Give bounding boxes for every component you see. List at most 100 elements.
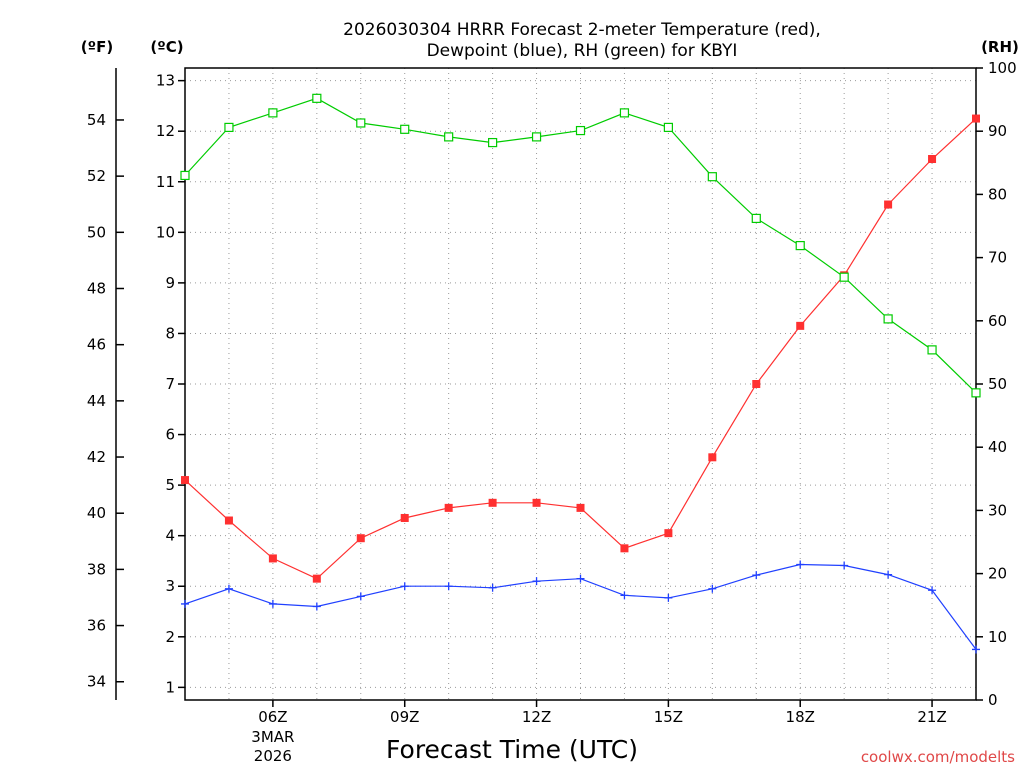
rh-point xyxy=(356,118,366,128)
temperature-point xyxy=(224,516,233,525)
dewpoint-point xyxy=(840,561,849,570)
rh-point xyxy=(619,108,630,118)
celsius-tick-label: 13 xyxy=(156,72,175,90)
credit-label: coolwx.com/modelts xyxy=(861,748,1015,766)
fahrenheit-unit-label: (ºF) xyxy=(81,38,113,56)
rh-tick-label: 10 xyxy=(988,628,1007,646)
celsius-tick-label: 9 xyxy=(165,274,175,292)
fahrenheit-tick-label: 38 xyxy=(87,560,106,578)
temperature-point xyxy=(620,544,629,553)
rh-point xyxy=(268,108,278,118)
rh-point xyxy=(795,240,805,251)
temperature-point xyxy=(181,476,189,485)
series-dewpoint xyxy=(181,560,980,654)
temperature-point xyxy=(576,503,585,512)
celsius-tick-label: 5 xyxy=(165,476,175,494)
dewpoint-point xyxy=(400,582,409,591)
time-tick-date-label: 3MAR xyxy=(251,728,294,746)
dewpoint-point xyxy=(620,591,629,600)
time-tick-label: 06Z xyxy=(258,708,287,726)
fahrenheit-tick-label: 54 xyxy=(87,111,106,129)
temperature-point xyxy=(752,380,761,388)
rh-tick-label: 40 xyxy=(988,438,1007,456)
temperature-point xyxy=(708,453,717,462)
celsius-tick-label: 2 xyxy=(165,628,175,646)
celsius-tick-label: 11 xyxy=(156,173,175,191)
celsius-tick-label: 1 xyxy=(165,678,175,696)
fahrenheit-tick-label: 40 xyxy=(87,504,106,522)
rh-tick-label: 20 xyxy=(988,565,1007,583)
x-axis-title: Forecast Time (UTC) xyxy=(386,735,638,764)
fahrenheit-axis-ticks: 34 36 38 40 42 44 46 48 50 52 54 xyxy=(87,111,124,691)
celsius-tick-label: 8 xyxy=(165,324,175,342)
celsius-tick-label: 7 xyxy=(165,375,175,393)
temperature-point xyxy=(400,513,409,522)
fahrenheit-tick-label: 36 xyxy=(87,617,106,635)
dewpoint-point xyxy=(972,645,980,654)
rh-tick-label: 60 xyxy=(988,312,1007,330)
rh-tick-label: 100 xyxy=(988,59,1017,77)
dewpoint-point xyxy=(576,574,585,583)
dewpoint-point xyxy=(444,582,453,591)
temperature-point xyxy=(532,498,541,507)
rh-tick-label: 70 xyxy=(988,249,1007,267)
rh-point xyxy=(180,170,190,181)
rh-point xyxy=(971,388,981,398)
rh-point xyxy=(839,272,849,282)
rh-point xyxy=(400,124,410,134)
celsius-tick-label: 4 xyxy=(165,527,175,545)
rh-point xyxy=(444,132,454,142)
fahrenheit-tick-label: 52 xyxy=(87,167,106,185)
time-tick-label: 09Z xyxy=(390,708,419,726)
rh-tick-label: 0 xyxy=(988,691,998,709)
rh-point xyxy=(927,345,937,355)
time-tick-label: 12Z xyxy=(522,708,551,726)
time-tick-label: 15Z xyxy=(654,708,683,726)
temperature-point xyxy=(488,498,497,507)
dewpoint-point xyxy=(664,593,673,602)
fahrenheit-tick-label: 46 xyxy=(87,336,106,354)
temperature-point xyxy=(268,554,277,563)
temperature-point xyxy=(356,534,365,543)
dewpoint-point xyxy=(488,583,497,592)
temperature-point xyxy=(884,200,893,209)
dewpoint-point xyxy=(224,584,233,593)
rh-point xyxy=(883,314,893,324)
rh-tick-label: 80 xyxy=(988,185,1007,203)
fahrenheit-tick-label: 48 xyxy=(87,279,106,297)
temperature-point xyxy=(928,155,937,164)
celsius-tick-label: 6 xyxy=(165,426,175,444)
temperature-point xyxy=(444,503,453,512)
rh-point xyxy=(488,137,498,148)
rh-unit-label: (RH) xyxy=(981,38,1019,56)
rh-point xyxy=(312,93,322,103)
dewpoint-point xyxy=(312,602,321,611)
dewpoint-point xyxy=(928,586,937,595)
rh-point xyxy=(663,122,673,133)
celsius-tick-label: 3 xyxy=(165,577,175,595)
title-line-2: Dewpoint (blue), RH (green) for KBYI xyxy=(427,41,738,61)
temperature-point xyxy=(664,529,673,538)
rh-point xyxy=(707,172,717,182)
time-tick-label: 21Z xyxy=(917,708,946,726)
title-line-1: 2026030304 HRRR Forecast 2-meter Tempera… xyxy=(343,20,821,40)
rh-tick-label: 90 xyxy=(988,122,1007,140)
temperature-point xyxy=(796,321,805,330)
rh-point xyxy=(751,213,761,224)
celsius-tick-label: 10 xyxy=(156,223,175,241)
rh-axis-ticks: 0 10 20 30 40 50 60 70 80 90 100 xyxy=(976,59,1017,709)
dewpoint-point xyxy=(752,571,761,580)
series-rh xyxy=(180,93,981,398)
dewpoint-point xyxy=(884,570,893,579)
temperature-point xyxy=(972,114,980,123)
rh-point xyxy=(531,132,542,142)
fahrenheit-tick-label: 42 xyxy=(87,448,106,466)
rh-point xyxy=(224,122,234,133)
dewpoint-point xyxy=(356,592,365,601)
dewpoint-point xyxy=(796,560,805,569)
rh-tick-label: 50 xyxy=(988,375,1007,393)
fahrenheit-tick-label: 50 xyxy=(87,223,106,241)
fahrenheit-tick-label: 34 xyxy=(87,673,106,691)
